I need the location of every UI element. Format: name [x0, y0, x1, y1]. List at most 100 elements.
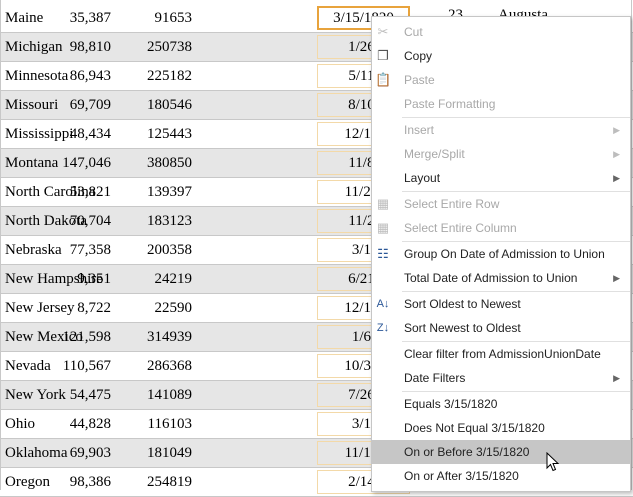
area-sq-mi-cell[interactable]: 9,351 — [77, 271, 111, 287]
area-sq-mi-cell[interactable]: 121,598 — [62, 329, 111, 345]
table-row[interactable]: Nebraska 77,358 200358 3/1/ — [0, 236, 633, 265]
menu-label: Select Entire Column — [404, 221, 517, 235]
table-row[interactable]: North Carolina 53,821 139397 11/21/ — [0, 178, 633, 207]
area-sq-km-cell[interactable]: 200358 — [147, 242, 192, 258]
menu-item-select-entire-column[interactable]: ▦ Select Entire Column — [372, 216, 630, 240]
area-sq-mi-cell[interactable]: 48,434 — [69, 126, 111, 142]
menu-item-total[interactable]: Total Date of Admission to Union ▶ — [372, 266, 630, 290]
submenu-arrow-icon: ▶ — [613, 149, 620, 159]
area-sq-km-cell[interactable]: 24219 — [154, 271, 193, 287]
area-sq-mi-cell[interactable]: 69,709 — [69, 97, 111, 113]
state-cell[interactable]: Michigan — [5, 39, 63, 55]
menu-item-equals[interactable]: Equals 3/15/1820 — [372, 392, 630, 416]
menu-separator — [402, 341, 630, 342]
area-sq-mi-cell[interactable]: 77,358 — [69, 242, 111, 258]
area-sq-mi-cell[interactable]: 70,704 — [69, 213, 111, 229]
copy-icon: ❐ — [377, 48, 389, 63]
menu-item-paste[interactable]: 📋 Paste — [372, 68, 630, 92]
area-sq-mi-cell[interactable]: 86,943 — [69, 68, 111, 84]
grid-left-border — [0, 0, 1, 490]
submenu-arrow-icon: ▶ — [613, 373, 620, 383]
menu-item-does-not-equal[interactable]: Does Not Equal 3/15/1820 — [372, 416, 630, 440]
area-sq-mi-cell[interactable]: 35,387 — [69, 10, 111, 26]
state-cell[interactable]: New Hampshire — [5, 271, 103, 287]
area-sq-mi-cell[interactable]: 147,046 — [62, 155, 111, 171]
menu-item-sort-newest[interactable]: Z↓ Sort Newest to Oldest — [372, 316, 630, 340]
area-sq-km-cell[interactable]: 180546 — [147, 97, 192, 113]
menu-label: Select Entire Row — [404, 197, 500, 211]
area-sq-mi-cell[interactable]: 98,386 — [69, 474, 111, 490]
area-sq-mi-cell[interactable]: 98,810 — [69, 39, 111, 55]
menu-item-sort-oldest[interactable]: A↓ Sort Oldest to Newest — [372, 292, 630, 316]
menu-label: Merge/Split — [404, 147, 465, 161]
menu-label: Paste — [404, 73, 435, 87]
area-sq-km-cell[interactable]: 91653 — [154, 10, 193, 26]
menu-separator — [402, 191, 630, 192]
sort-descending-icon: Z↓ — [376, 322, 390, 334]
state-cell[interactable]: New Mexico — [5, 329, 83, 345]
menu-label: Clear filter from AdmissionUnionDate — [404, 347, 601, 361]
menu-label: Group On Date of Admission to Union — [404, 247, 605, 261]
menu-item-copy[interactable]: ❐ Copy — [372, 44, 630, 68]
area-sq-km-cell[interactable]: 183123 — [147, 213, 192, 229]
menu-item-insert[interactable]: Insert ▶ — [372, 118, 630, 142]
menu-label: Layout — [404, 171, 441, 185]
state-cell[interactable]: Oklahoma — [5, 445, 68, 461]
area-sq-km-cell[interactable]: 250738 — [147, 39, 192, 55]
area-sq-km-cell[interactable]: 181049 — [147, 445, 192, 461]
menu-item-group-on[interactable]: ☷ Group On Date of Admission to Union — [372, 242, 630, 266]
state-cell[interactable]: Missouri — [5, 97, 59, 113]
state-cell[interactable]: Mississippi — [5, 126, 74, 142]
state-cell[interactable]: Minnesota — [5, 68, 69, 84]
area-sq-mi-cell[interactable]: 110,567 — [62, 358, 111, 374]
submenu-arrow-icon: ▶ — [613, 273, 620, 283]
state-cell[interactable]: Maine — [5, 10, 44, 26]
area-sq-km-cell[interactable]: 254819 — [147, 474, 192, 490]
mouse-pointer-icon — [546, 452, 560, 472]
state-cell[interactable]: Ohio — [5, 416, 35, 432]
area-sq-mi-cell[interactable]: 54,475 — [69, 387, 111, 403]
state-cell[interactable]: North Carolina — [5, 184, 96, 200]
area-sq-km-cell[interactable]: 286368 — [147, 358, 192, 374]
menu-item-date-filters[interactable]: Date Filters ▶ — [372, 366, 630, 390]
menu-label: Date Filters — [404, 371, 466, 385]
area-sq-km-cell[interactable]: 225182 — [147, 68, 192, 84]
menu-item-paste-formatting[interactable]: Paste Formatting — [372, 92, 630, 116]
menu-label: Sort Oldest to Newest — [404, 297, 521, 311]
sort-ascending-icon: A↓ — [376, 298, 390, 310]
menu-label: On or After 3/15/1820 — [404, 469, 519, 483]
state-cell[interactable]: Nevada — [5, 358, 51, 374]
area-sq-mi-cell[interactable]: 44,828 — [69, 416, 111, 432]
menu-label: Sort Newest to Oldest — [404, 321, 521, 335]
menu-label: Cut — [404, 25, 423, 39]
menu-item-layout[interactable]: Layout ▶ — [372, 166, 630, 190]
menu-item-cut[interactable]: ✂ Cut — [372, 20, 630, 44]
area-sq-km-cell[interactable]: 314939 — [147, 329, 192, 345]
state-cell[interactable]: North Dakota — [5, 213, 88, 229]
menu-item-merge-split[interactable]: Merge/Split ▶ — [372, 142, 630, 166]
area-sq-km-cell[interactable]: 22590 — [154, 300, 193, 316]
area-sq-km-cell[interactable]: 116103 — [147, 416, 192, 432]
area-sq-mi-cell[interactable]: 8,722 — [77, 300, 111, 316]
state-cell[interactable]: Nebraska — [5, 242, 62, 258]
table-row-icon: ▦ — [376, 196, 390, 211]
area-sq-km-cell[interactable]: 139397 — [147, 184, 192, 200]
state-cell[interactable]: Montana — [5, 155, 59, 171]
menu-item-on-or-after[interactable]: On or After 3/15/1820 — [372, 464, 630, 488]
area-sq-mi-cell[interactable]: 69,903 — [69, 445, 111, 461]
state-cell[interactable]: New York — [5, 387, 66, 403]
state-cell[interactable]: New Jersey — [5, 300, 75, 316]
area-sq-km-cell[interactable]: 380850 — [147, 155, 192, 171]
area-sq-km-cell[interactable]: 141089 — [147, 387, 192, 403]
menu-separator — [402, 391, 630, 392]
menu-item-on-or-before[interactable]: On or Before 3/15/1820 — [372, 440, 630, 464]
menu-item-select-entire-row[interactable]: ▦ Select Entire Row — [372, 192, 630, 216]
area-sq-mi-cell[interactable]: 53,821 — [69, 184, 111, 200]
table-row[interactable]: Ohio 44,828 116103 3/1/ — [0, 410, 633, 439]
table-row[interactable]: Mississippi 48,434 125443 12/10/ — [0, 120, 633, 149]
state-cell[interactable]: Oregon — [5, 474, 50, 490]
area-sq-km-cell[interactable]: 125443 — [147, 126, 192, 142]
table-row[interactable]: New Jersey 8,722 22590 12/18/ — [0, 294, 633, 323]
clipboard-icon: 📋 — [375, 72, 392, 87]
menu-item-clear-filter[interactable]: Clear filter from AdmissionUnionDate — [372, 342, 630, 366]
